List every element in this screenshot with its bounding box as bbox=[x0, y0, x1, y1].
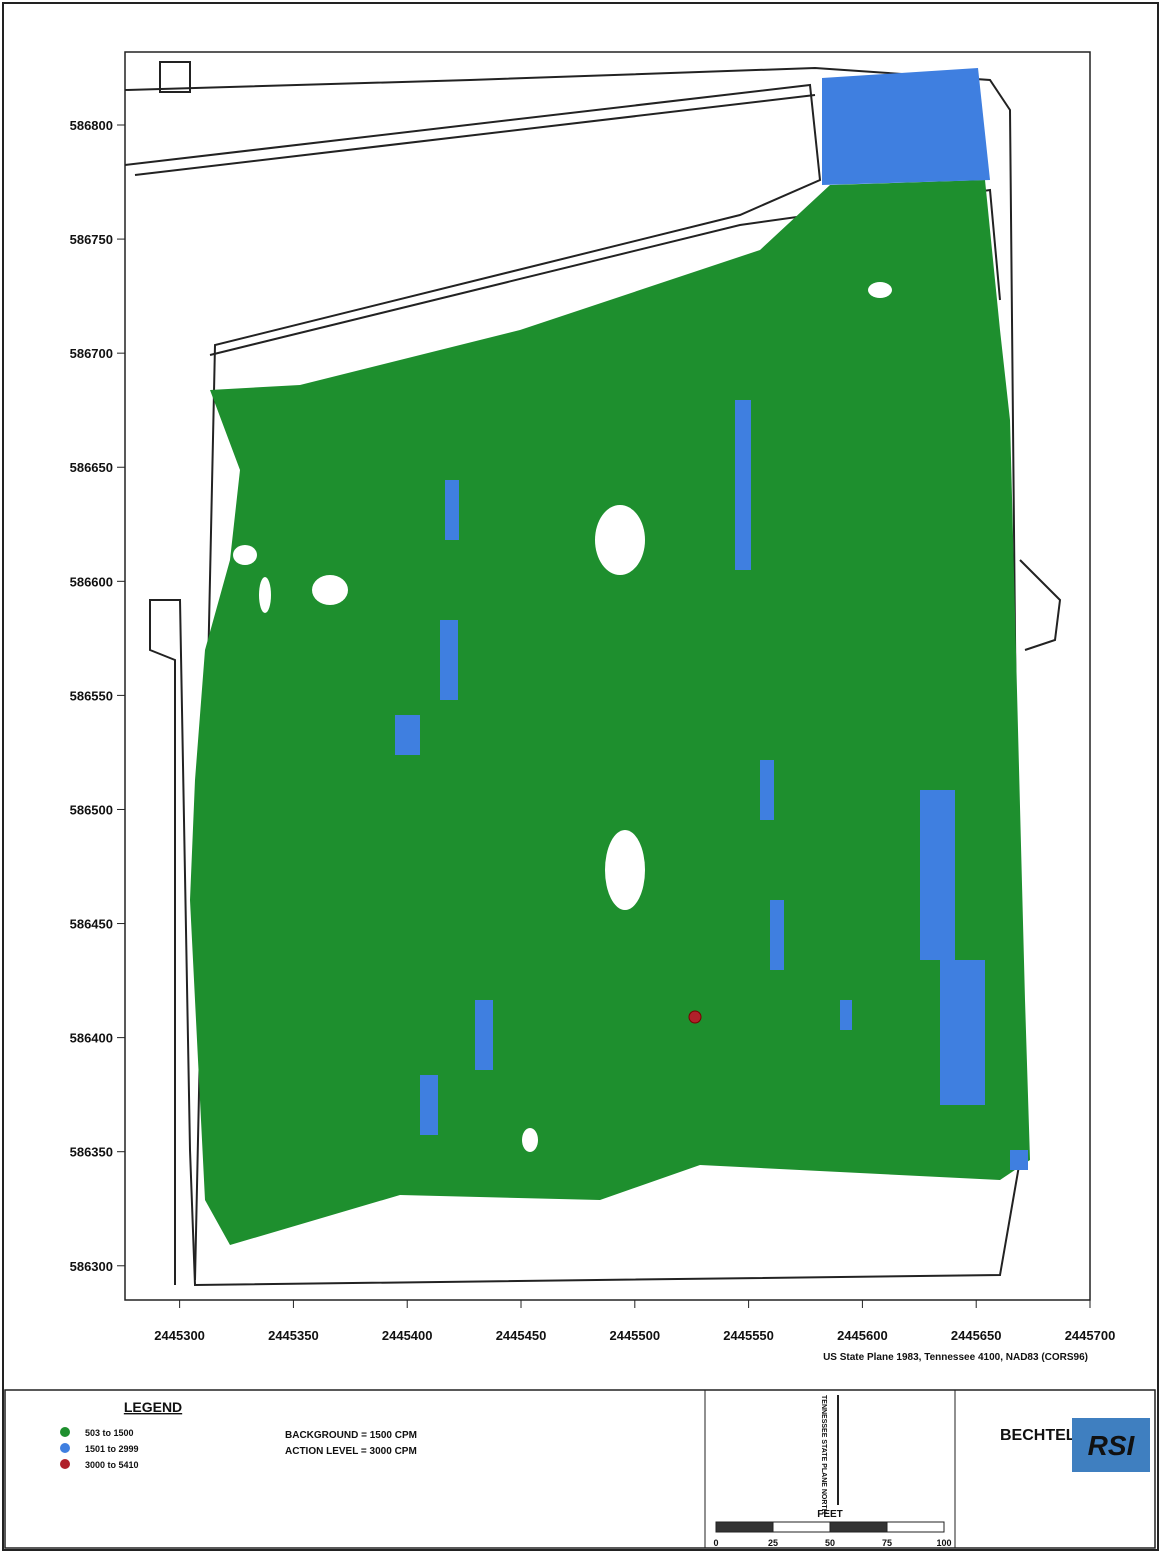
x-tick-label: 2445550 bbox=[723, 1328, 774, 1343]
y-tick-label: 586700 bbox=[70, 346, 113, 361]
scale-label: 100 bbox=[936, 1538, 951, 1548]
blue-streak bbox=[1010, 1150, 1028, 1170]
scale-label: 75 bbox=[882, 1538, 892, 1548]
blue-streaks bbox=[395, 400, 1028, 1170]
scale-label: 0 bbox=[713, 1538, 718, 1548]
legend-note: BACKGROUND = 1500 CPM bbox=[285, 1430, 417, 1441]
axes: 2445300 2445350 2445400 2445450 2445500 24455… bbox=[70, 118, 1116, 1343]
gap bbox=[312, 575, 348, 605]
hot-spot bbox=[688, 1010, 702, 1024]
y-tick-label: 586500 bbox=[70, 802, 113, 817]
blue-streak bbox=[760, 760, 774, 820]
road-edge bbox=[134, 94, 816, 176]
gap bbox=[233, 545, 257, 565]
blue-streak bbox=[840, 1000, 852, 1030]
partner-logo: RSI bbox=[1088, 1430, 1136, 1461]
legend-frame bbox=[4, 1389, 1156, 1549]
legend-swatch bbox=[60, 1427, 70, 1437]
y-tick-label: 586350 bbox=[70, 1145, 113, 1160]
blue-streak bbox=[475, 1000, 493, 1070]
x-tick-label: 2445350 bbox=[268, 1328, 319, 1343]
blue-streak bbox=[420, 1075, 438, 1135]
y-tick-label: 586650 bbox=[70, 460, 113, 475]
scale-bar bbox=[715, 1521, 945, 1533]
y-tick-label: 586550 bbox=[70, 688, 113, 703]
scale-labels: 0 25 50 75 100 bbox=[713, 1538, 951, 1548]
legend-swatch bbox=[60, 1443, 70, 1453]
y-tick-label: 586450 bbox=[70, 917, 113, 932]
x-tick-label: 2445650 bbox=[951, 1328, 1002, 1343]
gap bbox=[605, 830, 645, 910]
y-tick-label: 586400 bbox=[70, 1031, 113, 1046]
x-tick-label: 2445400 bbox=[382, 1328, 433, 1343]
scale-title: FEET bbox=[817, 1509, 843, 1520]
survey-coverage bbox=[190, 68, 1030, 1245]
blue-streak bbox=[440, 620, 458, 700]
x-tick-label: 2445500 bbox=[609, 1328, 660, 1343]
legend-label: 1501 to 2999 bbox=[85, 1444, 139, 1454]
gap bbox=[595, 505, 645, 575]
x-tick-label: 2445300 bbox=[154, 1328, 205, 1343]
blue-streak bbox=[920, 790, 955, 960]
blue-streak bbox=[445, 480, 459, 540]
road-outline bbox=[124, 66, 1022, 1287]
y-tick-label: 586600 bbox=[70, 574, 113, 589]
legend-label: 3000 to 5410 bbox=[85, 1460, 139, 1470]
blue-streak bbox=[395, 715, 420, 755]
blue-area bbox=[822, 68, 990, 185]
legend-label: 503 to 1500 bbox=[85, 1428, 134, 1438]
legend-items: 503 to 1500 1501 to 2999 3000 to 5410 bbox=[60, 1427, 139, 1470]
building bbox=[159, 61, 191, 93]
blue-streak bbox=[940, 960, 985, 1105]
legend-note: ACTION LEVEL = 3000 CPM bbox=[285, 1446, 417, 1457]
gap bbox=[259, 577, 271, 613]
scale-segment bbox=[715, 1521, 774, 1533]
fence-outline bbox=[124, 83, 822, 1281]
y-tick-label: 586300 bbox=[70, 1259, 113, 1274]
green-area bbox=[190, 180, 1030, 1245]
scale-label: 25 bbox=[768, 1538, 778, 1548]
y-tick-label: 586800 bbox=[70, 118, 113, 133]
north-arrow-label: TENNESSEE STATE PLANE NORTH bbox=[820, 1395, 827, 1514]
blue-streak bbox=[735, 400, 751, 570]
x-tick-label: 2445700 bbox=[1065, 1328, 1116, 1343]
partner-logo-box bbox=[1072, 1418, 1150, 1472]
x-tick-label: 2445600 bbox=[837, 1328, 888, 1343]
blue-streak bbox=[770, 900, 784, 970]
y-tick-label: 586750 bbox=[70, 232, 113, 247]
break-line bbox=[1019, 559, 1062, 651]
legend-swatch bbox=[60, 1459, 70, 1469]
coverage-gaps bbox=[233, 282, 892, 1152]
legend-title: LEGEND bbox=[124, 1399, 182, 1415]
scale-label: 50 bbox=[825, 1538, 835, 1548]
projection-label: US State Plane 1983, Tennessee 4100, NAD… bbox=[823, 1352, 1088, 1363]
x-tick-label: 2445450 bbox=[496, 1328, 547, 1343]
gap bbox=[522, 1128, 538, 1152]
gap bbox=[868, 282, 892, 298]
scale-segment bbox=[829, 1521, 888, 1533]
legend-panel: LEGEND 503 to 1500 1501 to 2999 3000 to 54… bbox=[4, 1389, 1156, 1549]
